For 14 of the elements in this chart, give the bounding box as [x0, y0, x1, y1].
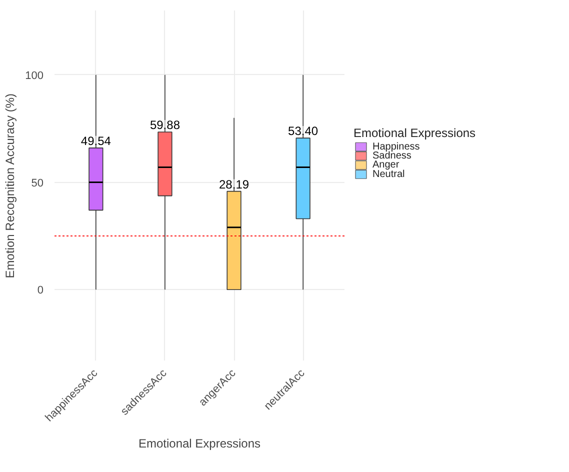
annotation: 53.40: [288, 124, 318, 138]
legend-title: Emotional Expressions: [354, 126, 476, 140]
legend-label: Sadness: [372, 150, 412, 162]
y-tick-label: 50: [31, 177, 44, 190]
annotation: 59.88: [150, 118, 180, 132]
x-axis-title: Emotional Expressions: [138, 436, 261, 450]
y-tick-label: 100: [25, 70, 44, 82]
y-axis-title: Emotion Recognition Accuracy (%): [3, 93, 18, 278]
annotation: 28.19: [219, 177, 250, 192]
legend-label: Anger: [372, 160, 400, 171]
annotation: 49.54: [80, 134, 112, 148]
y-tick-label: 0: [37, 284, 44, 297]
legend-label: Neutral: [372, 168, 405, 180]
legend-label: Happiness: [372, 141, 420, 152]
